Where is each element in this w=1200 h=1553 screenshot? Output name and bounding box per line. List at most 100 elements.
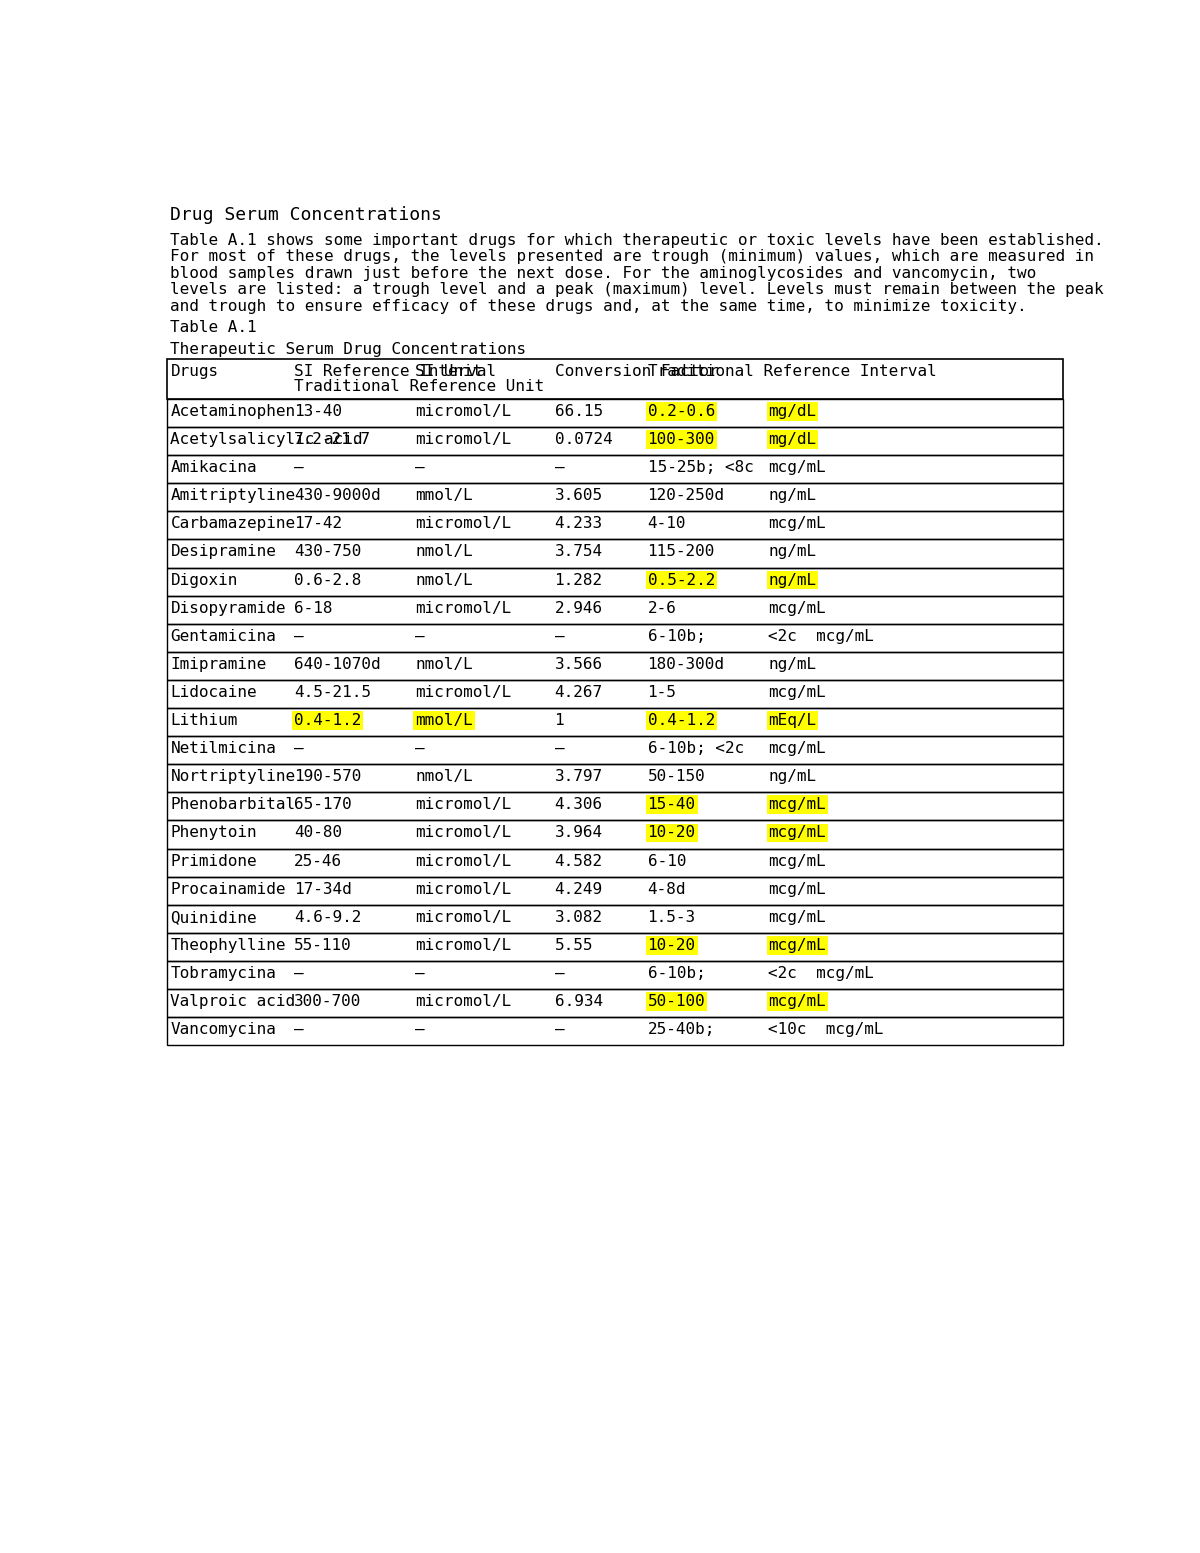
Bar bbox=[167, 511, 1063, 539]
Text: —: — bbox=[294, 966, 304, 981]
Text: 120-250d: 120-250d bbox=[648, 488, 725, 503]
Text: —: — bbox=[554, 966, 564, 981]
Text: Acetaminophen: Acetaminophen bbox=[170, 404, 295, 419]
Text: 6-10b;: 6-10b; bbox=[648, 629, 706, 644]
Bar bbox=[167, 1017, 1063, 1045]
Bar bbox=[167, 359, 1063, 399]
Text: 2-6: 2-6 bbox=[648, 601, 677, 615]
Bar bbox=[167, 680, 1063, 708]
Text: 1.282: 1.282 bbox=[554, 573, 602, 587]
Text: —: — bbox=[554, 460, 564, 475]
Text: 640-1070d: 640-1070d bbox=[294, 657, 380, 672]
Text: 115-200: 115-200 bbox=[648, 545, 715, 559]
Text: Conversion Factor: Conversion Factor bbox=[554, 365, 718, 379]
Text: —: — bbox=[294, 741, 304, 756]
Text: Vancomycina: Vancomycina bbox=[170, 1022, 276, 1037]
Text: Procainamide: Procainamide bbox=[170, 882, 286, 896]
Text: micromol/L: micromol/L bbox=[415, 404, 511, 419]
Text: Theophylline: Theophylline bbox=[170, 938, 286, 954]
Text: mcg/mL: mcg/mL bbox=[768, 854, 827, 868]
Text: 6-10: 6-10 bbox=[648, 854, 686, 868]
Text: nmol/L: nmol/L bbox=[415, 769, 473, 784]
Bar bbox=[167, 961, 1063, 989]
Bar bbox=[167, 455, 1063, 483]
Text: 1-5: 1-5 bbox=[648, 685, 677, 700]
Text: mcg/mL: mcg/mL bbox=[768, 516, 827, 531]
Text: Therapeutic Serum Drug Concentrations: Therapeutic Serum Drug Concentrations bbox=[170, 342, 527, 357]
Text: 300-700: 300-700 bbox=[294, 994, 361, 1009]
Text: and trough to ensure efficacy of these drugs and, at the same time, to minimize : and trough to ensure efficacy of these d… bbox=[170, 298, 1027, 314]
Text: 5.55: 5.55 bbox=[554, 938, 593, 954]
Text: mcg/mL: mcg/mL bbox=[768, 601, 827, 615]
Text: 190-570: 190-570 bbox=[294, 769, 361, 784]
Text: ng/mL: ng/mL bbox=[768, 657, 816, 672]
Text: —: — bbox=[415, 460, 425, 475]
Text: mmol/L: mmol/L bbox=[415, 713, 473, 728]
Bar bbox=[167, 905, 1063, 933]
Text: 0.6-2.8: 0.6-2.8 bbox=[294, 573, 361, 587]
Text: —: — bbox=[415, 1022, 425, 1037]
Text: micromol/L: micromol/L bbox=[415, 910, 511, 924]
Text: mcg/mL: mcg/mL bbox=[768, 910, 827, 924]
Text: 15-40: 15-40 bbox=[648, 797, 696, 812]
Text: Drug Serum Concentrations: Drug Serum Concentrations bbox=[170, 205, 443, 224]
Text: For most of these drugs, the levels presented are trough (minimum) values, which: For most of these drugs, the levels pres… bbox=[170, 248, 1094, 264]
Text: <2c  mcg/mL: <2c mcg/mL bbox=[768, 629, 875, 644]
Text: blood samples drawn just before the next dose. For the aminoglycosides and vanco: blood samples drawn just before the next… bbox=[170, 266, 1037, 281]
Text: Gentamicina: Gentamicina bbox=[170, 629, 276, 644]
Text: 4.582: 4.582 bbox=[554, 854, 602, 868]
Text: micromol/L: micromol/L bbox=[415, 516, 511, 531]
Text: micromol/L: micromol/L bbox=[415, 994, 511, 1009]
Text: mmol/L: mmol/L bbox=[415, 488, 473, 503]
Text: 0.5-2.2: 0.5-2.2 bbox=[648, 573, 715, 587]
Bar bbox=[167, 652, 1063, 680]
Text: 4.306: 4.306 bbox=[554, 797, 602, 812]
Text: —: — bbox=[294, 1022, 304, 1037]
Text: Phenytoin: Phenytoin bbox=[170, 826, 257, 840]
Text: Amikacina: Amikacina bbox=[170, 460, 257, 475]
Text: micromol/L: micromol/L bbox=[415, 601, 511, 615]
Text: Amitriptyline: Amitriptyline bbox=[170, 488, 295, 503]
Text: Imipramine: Imipramine bbox=[170, 657, 266, 672]
Text: mcg/mL: mcg/mL bbox=[768, 685, 827, 700]
Text: levels are listed: a trough level and a peak (maximum) level. Levels must remain: levels are listed: a trough level and a … bbox=[170, 283, 1104, 297]
Text: mg/dL: mg/dL bbox=[768, 432, 816, 447]
Text: 430-9000d: 430-9000d bbox=[294, 488, 380, 503]
Text: 3.082: 3.082 bbox=[554, 910, 602, 924]
Text: mcg/mL: mcg/mL bbox=[768, 938, 827, 954]
Text: 3.605: 3.605 bbox=[554, 488, 602, 503]
Text: 4-10: 4-10 bbox=[648, 516, 686, 531]
Text: 17-34d: 17-34d bbox=[294, 882, 352, 896]
Text: 25-40b;: 25-40b; bbox=[648, 1022, 715, 1037]
Text: 25-46: 25-46 bbox=[294, 854, 342, 868]
Text: Traditional Reference Interval: Traditional Reference Interval bbox=[648, 365, 936, 379]
Text: Digoxin: Digoxin bbox=[170, 573, 238, 587]
Text: 4.249: 4.249 bbox=[554, 882, 602, 896]
Text: Table A.1 shows some important drugs for which therapeutic or toxic levels have : Table A.1 shows some important drugs for… bbox=[170, 233, 1104, 247]
Text: Netilmicina: Netilmicina bbox=[170, 741, 276, 756]
Text: Valproic acid: Valproic acid bbox=[170, 994, 295, 1009]
Text: <2c  mcg/mL: <2c mcg/mL bbox=[768, 966, 875, 981]
Text: 3.754: 3.754 bbox=[554, 545, 602, 559]
Text: Lidocaine: Lidocaine bbox=[170, 685, 257, 700]
Text: 0.2-0.6: 0.2-0.6 bbox=[648, 404, 715, 419]
Text: —: — bbox=[294, 629, 304, 644]
Text: 50-100: 50-100 bbox=[648, 994, 706, 1009]
Text: —: — bbox=[415, 629, 425, 644]
Text: 65-170: 65-170 bbox=[294, 797, 352, 812]
Bar bbox=[167, 427, 1063, 455]
Text: micromol/L: micromol/L bbox=[415, 432, 511, 447]
Text: —: — bbox=[554, 1022, 564, 1037]
Text: 4.267: 4.267 bbox=[554, 685, 602, 700]
Text: 1: 1 bbox=[554, 713, 564, 728]
Text: micromol/L: micromol/L bbox=[415, 882, 511, 896]
Text: micromol/L: micromol/L bbox=[415, 854, 511, 868]
Text: ng/mL: ng/mL bbox=[768, 488, 816, 503]
Text: Quinidine: Quinidine bbox=[170, 910, 257, 924]
Text: nmol/L: nmol/L bbox=[415, 545, 473, 559]
Text: 4.233: 4.233 bbox=[554, 516, 602, 531]
Text: SI Reference Interval: SI Reference Interval bbox=[294, 365, 497, 379]
Bar bbox=[167, 933, 1063, 961]
Text: ng/mL: ng/mL bbox=[768, 573, 816, 587]
Text: Lithium: Lithium bbox=[170, 713, 238, 728]
